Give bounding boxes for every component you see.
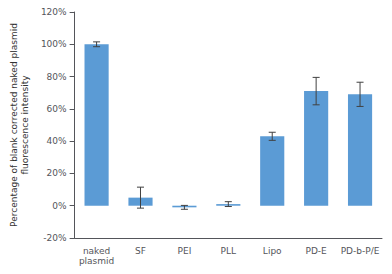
svg-text:PD-E: PD-E <box>305 246 327 256</box>
svg-text:100%: 100% <box>41 39 67 49</box>
svg-text:80%: 80% <box>47 72 67 82</box>
svg-text:fluorescence intensity: fluorescence intensity <box>20 75 30 175</box>
svg-text:120%: 120% <box>41 7 67 17</box>
svg-text:naked: naked <box>83 246 110 256</box>
svg-text:0%: 0% <box>52 201 67 211</box>
svg-text:PEI: PEI <box>178 246 192 256</box>
svg-text:60%: 60% <box>47 104 67 114</box>
svg-text:Lipo: Lipo <box>263 246 282 256</box>
svg-text:plasmid: plasmid <box>79 256 114 266</box>
svg-text:-20%: -20% <box>43 233 67 243</box>
svg-text:Percentage of blank corrected: Percentage of blank corrected naked plas… <box>9 23 19 227</box>
svg-text:PD-b-P/E: PD-b-P/E <box>341 246 380 256</box>
svg-text:PLL: PLL <box>221 246 236 256</box>
svg-text:20%: 20% <box>47 168 67 178</box>
svg-text:SF: SF <box>135 246 146 256</box>
svg-text:40%: 40% <box>47 136 67 146</box>
